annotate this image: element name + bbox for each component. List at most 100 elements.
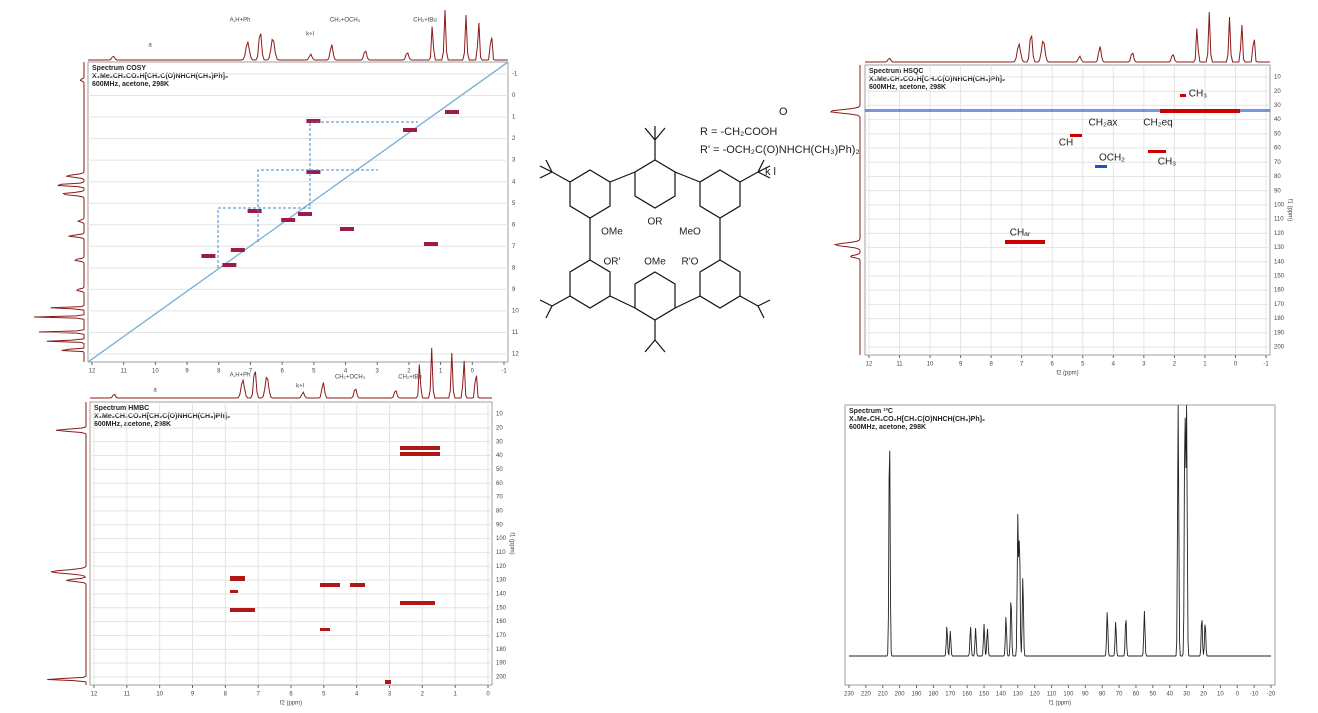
x-tick-label: 10	[152, 369, 159, 375]
spectrum-trace	[90, 347, 492, 399]
y-tick-label: 60	[1274, 146, 1281, 152]
y-tick-label: 1	[512, 115, 516, 121]
y-tick-label: 40	[1274, 117, 1281, 123]
x-tick-label: 40	[1166, 692, 1173, 698]
y-tick-label: 150	[1274, 274, 1285, 280]
peak-label: k+l	[306, 32, 314, 38]
carbon-panel: Spectrum ¹³CX₄Me₂CH₂CO₂H[CH₂C(O)NHCH(CH₃…	[844, 404, 1276, 707]
x-tick-label: 1	[1203, 362, 1207, 368]
plot-frame	[864, 64, 1271, 356]
plot-frame	[844, 404, 1276, 686]
o-label: O	[779, 106, 788, 118]
x-tick-label: 230	[844, 692, 855, 698]
y-tick-label: 2	[512, 136, 516, 142]
x-tick-label: 10	[1217, 692, 1224, 698]
y-tick-label: 50	[496, 467, 503, 473]
x-tick-label: 6	[280, 369, 284, 375]
y-tick-label: 10	[496, 412, 503, 418]
panel-title: Spectrum COSY	[92, 65, 146, 72]
y-tick-label: 100	[496, 536, 507, 542]
x-tick-label: 2	[1173, 362, 1177, 368]
x-tick-label: 12	[91, 692, 98, 698]
cross-peak	[306, 170, 321, 174]
peak-label: CH₂+tBu	[413, 18, 437, 24]
y-tick-label: 30	[1274, 103, 1281, 109]
hsqc-panel: Spectrum HSQCX₄Me₂CH₂CO₂H[CH₂C(O)NHCH(CH…	[864, 64, 1292, 377]
cross-peak	[1070, 134, 1082, 137]
x-tick-label: 10	[156, 692, 163, 698]
cross-peak	[230, 608, 255, 612]
x-tick-label: 0	[486, 692, 490, 698]
x-tick-label: 30	[1183, 692, 1190, 698]
x-tick-label: 110	[1047, 692, 1057, 698]
ring	[569, 259, 611, 309]
compound: X₄Me₂CH₂CO₂H[CH₂C(O)NHCH(CH₃)Ph]₂	[849, 416, 985, 423]
y-tick-label: 8	[512, 265, 516, 271]
x-tick-label: 6	[289, 692, 293, 698]
x-axis-label: f2 (ppm)	[1056, 371, 1078, 377]
correlation	[217, 121, 418, 268]
peak-label: a	[148, 43, 152, 49]
peak-label: A,H+Ph	[230, 18, 251, 24]
compound: X₄Me₂CH₂CO₂H[CH₂C(O)NHCH(CH₃)Ph]₂	[92, 73, 228, 80]
peak-label: a	[153, 388, 157, 394]
peak-label: OCH₂	[1099, 153, 1125, 164]
x-tick-label: 5	[312, 369, 316, 375]
y-tick-label: 200	[1274, 345, 1285, 351]
y-tick-label: 150	[496, 605, 507, 611]
x-tick-label: 8	[989, 362, 993, 368]
y-tick-label: 50	[1274, 131, 1281, 137]
y-tick-label: 9	[512, 287, 516, 293]
spectrum-trace	[47, 402, 87, 685]
cross-peak	[320, 628, 330, 631]
cross-peak	[445, 110, 459, 114]
x-tick-label: 0	[471, 369, 475, 375]
peak-label: CH₂+OCH₃	[335, 375, 366, 381]
x-tick-label: 11	[121, 369, 128, 375]
substituent: R'O	[682, 257, 699, 268]
y-tick-label: 70	[496, 495, 503, 501]
x-tick-label: 170	[945, 692, 956, 698]
x-tick-label: 11	[896, 362, 903, 368]
peak-label: CH₃	[1189, 89, 1208, 100]
x-axis-label: f1 (ppm)	[1049, 701, 1071, 707]
y-tick-label: 170	[496, 633, 507, 639]
structure	[539, 126, 771, 353]
y-tick-label: 160	[496, 619, 507, 625]
cross-peak	[350, 583, 365, 587]
x-tick-label: 20	[1200, 692, 1207, 698]
x-tick-label: 50	[1149, 692, 1156, 698]
x-tick-label: 60	[1133, 692, 1140, 698]
cross-peak	[424, 242, 438, 246]
panel-title: Spectrum HMBC	[94, 405, 149, 412]
y-tick-label: 140	[496, 592, 507, 598]
cross-peak	[1095, 165, 1107, 168]
x-tick-label: 1	[439, 369, 443, 375]
y-tick-label: 60	[496, 481, 503, 487]
peak-label: CH₂ax	[1089, 118, 1118, 129]
substituent: OMe	[644, 257, 666, 268]
x-tick-label: -10	[1250, 692, 1259, 698]
y-tick-label: 120	[496, 564, 507, 570]
x-tick-label: 9	[191, 692, 195, 698]
x-tick-label: 12	[89, 369, 96, 375]
x-tick-label: -20	[1267, 692, 1276, 698]
conditions: 600MHz, acetone, 298K	[92, 81, 169, 88]
x-tick-label: 90	[1082, 692, 1089, 698]
hmbc-panel: Spectrum HMBCX₄Me₂CH₂CO₂H[CH₂C(O)NHCH(CH…	[89, 401, 514, 707]
y-tick-label: 7	[512, 244, 516, 250]
y-tick-label: 70	[1274, 160, 1281, 166]
cross-peak	[1005, 240, 1045, 244]
x-tick-label: 9	[959, 362, 963, 368]
x-tick-label: 210	[878, 692, 889, 698]
peak-label: CH₃	[1158, 157, 1177, 168]
x-tick-label: -1	[501, 369, 507, 375]
cross-peak	[222, 263, 237, 267]
x-tick-label: 4	[355, 692, 359, 698]
x-tick-label: 8	[224, 692, 228, 698]
x-tick-label: 11	[124, 692, 131, 698]
y-tick-label: 4	[512, 179, 516, 185]
r-prime-definition: R' = -OCH₂C(O)NHCH(CH₃)Ph)₂	[700, 144, 860, 156]
peak-label: CH₂eq	[1143, 118, 1172, 129]
x-tick-label: 9	[185, 369, 189, 375]
